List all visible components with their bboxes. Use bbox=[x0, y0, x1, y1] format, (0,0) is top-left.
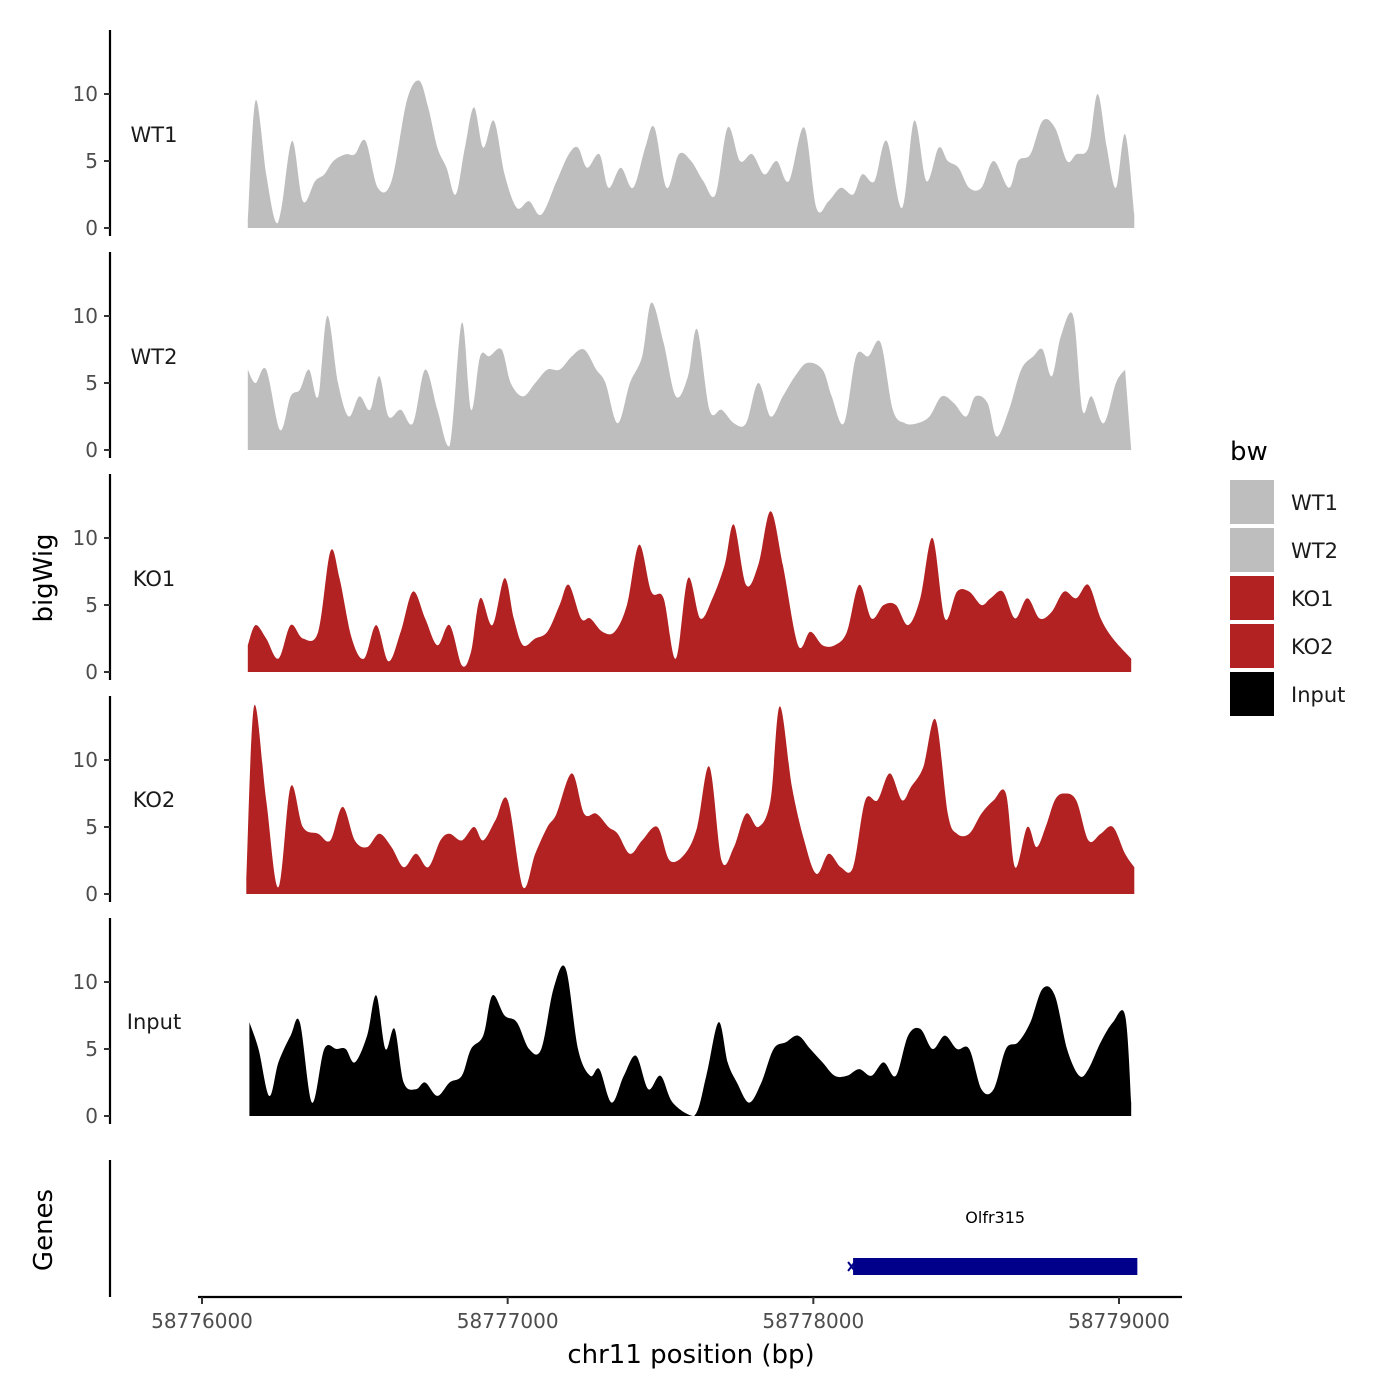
y-axis-title: bigWig bbox=[29, 533, 59, 622]
y-tick-label: 5 bbox=[85, 815, 98, 839]
y-tick-label: 5 bbox=[85, 149, 98, 173]
signal-area bbox=[247, 302, 1132, 450]
y-tick-label: 5 bbox=[85, 371, 98, 395]
signal-area bbox=[247, 80, 1135, 228]
legend-label: Input bbox=[1291, 683, 1345, 707]
x-tick-label: 58779000 bbox=[1068, 1309, 1170, 1333]
y-tick-label: 10 bbox=[73, 82, 98, 106]
legend-title: bw bbox=[1230, 437, 1268, 467]
y-tick-label: 0 bbox=[85, 216, 98, 240]
legend-swatch bbox=[1230, 528, 1274, 572]
y-tick-label: 10 bbox=[73, 526, 98, 550]
x-tick-label: 58777000 bbox=[457, 1309, 559, 1333]
track-label: KO2 bbox=[133, 788, 176, 812]
y-tick-label: 5 bbox=[85, 1037, 98, 1061]
legend-swatch bbox=[1230, 672, 1274, 716]
legend-label: KO1 bbox=[1291, 587, 1334, 611]
legend: bw WT1 WT2 KO1 KO2 Input bbox=[1230, 437, 1345, 716]
gene-track: Olfr315 bbox=[108, 1160, 1138, 1297]
genes-axis-title: Genes bbox=[29, 1189, 59, 1271]
y-tick-label: 10 bbox=[73, 304, 98, 328]
y-tick-label: 0 bbox=[85, 882, 98, 906]
track-input: 0 5 10 Input bbox=[73, 918, 1132, 1128]
x-axis: 58776000 58777000 58778000 58779000 bbox=[151, 1295, 1182, 1333]
y-tick-label: 5 bbox=[85, 593, 98, 617]
track-label: WT1 bbox=[131, 123, 178, 147]
legend-label: KO2 bbox=[1291, 635, 1334, 659]
y-tick-label: 10 bbox=[73, 748, 98, 772]
signal-tracks: 0 5 10 WT1 0 5 10 WT2 0 5 10 KO1 0 5 10 KO2 0 5 10 Input bbox=[73, 30, 1135, 1128]
track-ko1: 0 5 10 KO1 bbox=[73, 474, 1132, 684]
signal-area bbox=[249, 965, 1132, 1116]
track-label: KO1 bbox=[133, 567, 176, 591]
gene-body bbox=[853, 1258, 1138, 1275]
track-wt2: 0 5 10 WT2 bbox=[73, 252, 1132, 462]
x-tick-label: 58776000 bbox=[151, 1309, 253, 1333]
track-label: WT2 bbox=[131, 345, 178, 369]
legend-label: WT1 bbox=[1291, 491, 1338, 515]
signal-area bbox=[247, 511, 1132, 672]
y-tick-label: 10 bbox=[73, 970, 98, 994]
legend-label: WT2 bbox=[1291, 539, 1338, 563]
y-tick-label: 0 bbox=[85, 438, 98, 462]
track-ko2: 0 5 10 KO2 bbox=[73, 696, 1135, 906]
y-tick-label: 0 bbox=[85, 1104, 98, 1128]
legend-swatch bbox=[1230, 576, 1274, 620]
signal-area bbox=[246, 704, 1135, 894]
x-tick-label: 58778000 bbox=[762, 1309, 864, 1333]
track-label: Input bbox=[127, 1010, 181, 1034]
y-tick-label: 0 bbox=[85, 660, 98, 684]
gene-strand-marker bbox=[847, 1261, 855, 1272]
track-wt1: 0 5 10 WT1 bbox=[73, 30, 1135, 240]
legend-swatch bbox=[1230, 480, 1274, 524]
gene-label: Olfr315 bbox=[965, 1208, 1025, 1227]
legend-swatch bbox=[1230, 624, 1274, 668]
x-axis-title: chr11 position (bp) bbox=[567, 1340, 814, 1370]
